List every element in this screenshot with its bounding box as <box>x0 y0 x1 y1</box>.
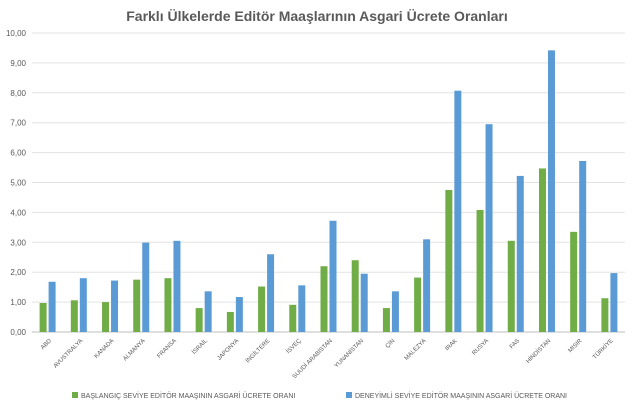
y-tick-label: 9,00 <box>10 59 26 68</box>
x-tick-label: JAPONYA <box>217 338 241 362</box>
bar-baslangic <box>538 168 546 332</box>
x-tick-label: HİNDİSTAN <box>525 337 552 364</box>
y-tick-label: 6,00 <box>10 149 26 158</box>
bar-baslangic <box>164 278 172 332</box>
bars <box>39 50 618 332</box>
y-axis: 0,00 1,00 2,00 3,00 4,00 5,00 6,00 7,00 8,00 9,00… <box>6 29 27 337</box>
bar-baslangic <box>476 210 484 332</box>
y-tick-label: 0,00 <box>10 328 26 337</box>
x-axis: ABD AVUSTRALYA KANADA ALMANYA FRANSA İSRAİL JA… <box>40 337 615 380</box>
bar-baslangic <box>226 311 234 332</box>
bar-baslangic <box>320 266 328 332</box>
bar-deneyimli <box>79 278 87 332</box>
bar-deneyimli <box>142 242 150 332</box>
bar-deneyimli <box>485 124 493 332</box>
legend: BAŞLANGIÇ SEVİYE EDİTÖR MAAŞININ ASGARİ … <box>72 391 567 400</box>
bar-baslangic <box>601 298 609 332</box>
y-tick-label: 8,00 <box>10 89 26 98</box>
bar-deneyimli <box>391 291 399 332</box>
legend-label: BAŞLANGIÇ SEVİYE EDİTÖR MAAŞININ ASGARİ … <box>81 391 295 400</box>
bar-baslangic <box>382 308 390 332</box>
x-tick-label: ÇİN <box>384 337 396 349</box>
y-tick-label: 1,00 <box>10 298 26 307</box>
x-tick-label: FRANSA <box>156 338 177 359</box>
x-tick-label: TÜRKİYE <box>591 337 614 360</box>
bar-baslangic <box>351 260 359 332</box>
x-tick-label: ABD <box>40 338 53 351</box>
chart-title: Farklı Ülkelerde Editör Maaşlarının Asga… <box>126 8 508 24</box>
x-tick-label: ALMANYA <box>122 338 146 362</box>
bar-deneyimli <box>423 239 431 332</box>
x-tick-label: İSRAİL <box>191 337 210 356</box>
bar-deneyimli <box>610 273 618 332</box>
bar-baslangic <box>507 240 515 332</box>
bar-deneyimli <box>267 254 275 332</box>
bar-deneyimli <box>48 281 56 332</box>
bar-deneyimli <box>235 297 243 332</box>
bar-baslangic <box>102 302 110 332</box>
bar-baslangic <box>570 231 578 332</box>
bar-deneyimli <box>360 273 368 332</box>
bar-deneyimli <box>298 285 306 332</box>
x-tick-label: İSVEÇ <box>285 337 303 355</box>
bar-baslangic <box>133 279 141 332</box>
bar-baslangic <box>445 189 453 332</box>
bar-deneyimli <box>454 90 462 332</box>
legend-swatch <box>72 392 78 398</box>
x-tick-label: MALEZYA <box>404 338 428 362</box>
x-tick-label: FAS <box>509 338 521 350</box>
bar-deneyimli <box>547 50 555 332</box>
x-tick-label: MISIR <box>568 338 584 354</box>
y-tick-label: 3,00 <box>10 238 26 247</box>
y-tick-label: 2,00 <box>10 268 26 277</box>
y-tick-label: 4,00 <box>10 208 26 217</box>
bar-deneyimli <box>579 160 587 332</box>
bar-deneyimli <box>111 280 119 332</box>
x-tick-label: RUSYA <box>471 338 490 357</box>
bar-baslangic <box>39 302 47 332</box>
x-tick-label: KANADA <box>94 338 116 360</box>
y-tick-label: 7,00 <box>10 119 26 128</box>
x-tick-label: AVUSTRALYA <box>53 338 84 369</box>
y-tick-label: 5,00 <box>10 179 26 188</box>
gridlines <box>32 32 625 333</box>
bar-deneyimli <box>173 240 181 332</box>
legend-label: DENEYİMLİ SEVİYE EDİTÖR MAAŞININ ASGARİ … <box>355 391 567 400</box>
bar-baslangic <box>258 286 266 332</box>
legend-swatch <box>346 392 352 398</box>
bar-baslangic <box>195 308 203 332</box>
x-tick-label: YUNANİSTAN <box>333 337 365 369</box>
x-tick-label: IRAK <box>445 338 459 352</box>
bar-baslangic <box>70 300 78 332</box>
y-tick-label: 10,00 <box>6 29 27 38</box>
x-tick-label: İNGİLTERE <box>244 337 271 364</box>
bar-deneyimli <box>329 220 337 332</box>
bar-deneyimli <box>204 291 212 332</box>
bar-deneyimli <box>516 175 524 332</box>
bar-baslangic <box>289 304 297 332</box>
bar-baslangic <box>414 277 422 332</box>
